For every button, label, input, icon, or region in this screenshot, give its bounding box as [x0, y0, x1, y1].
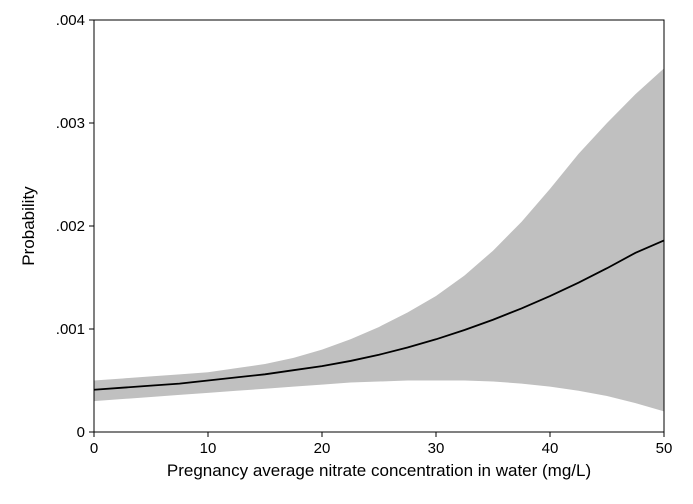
x-tick-label: 10: [200, 440, 217, 457]
y-tick-label: 0: [77, 424, 85, 441]
x-tick-label: 0: [90, 440, 98, 457]
x-tick-label: 30: [428, 440, 445, 457]
y-tick-label: .003: [56, 115, 85, 132]
y-axis-title: Probability: [19, 186, 38, 266]
chart-svg: 0 10 20 30 40 50 0 .001 .002 .003 .004 Pregnancy av…: [0, 0, 693, 504]
x-tick-label: 50: [656, 440, 673, 457]
y-tick-label: .002: [56, 218, 85, 235]
x-axis-title: Pregnancy average nitrate concentration …: [167, 461, 591, 480]
x-tick-label: 40: [542, 440, 559, 457]
y-tick-label: .001: [56, 321, 85, 338]
y-tick-label: .004: [56, 12, 85, 29]
probability-chart: 0 10 20 30 40 50 0 .001 .002 .003 .004 Pregnancy av…: [0, 0, 693, 504]
x-tick-label: 20: [314, 440, 331, 457]
